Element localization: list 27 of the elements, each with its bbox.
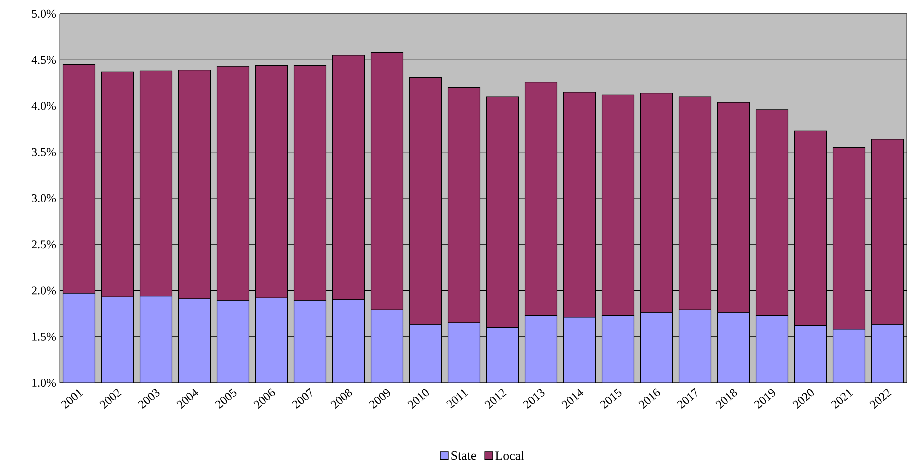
x-tick-label: 2010 xyxy=(408,389,430,410)
x-tick-label: 2013 xyxy=(523,389,545,410)
x-tick-label: 2020 xyxy=(792,389,814,410)
y-tick-label: 2.5% xyxy=(32,240,56,249)
x-tick-label: 2009 xyxy=(369,389,390,410)
x-tick-label: 2018 xyxy=(716,389,738,410)
x-tick-label: 2022 xyxy=(870,389,892,410)
y-tick-label: 1.0% xyxy=(32,378,56,388)
legend-label: State xyxy=(452,451,476,460)
x-tick-label: 2012 xyxy=(484,389,507,410)
y-tick-label: 2.0% xyxy=(32,286,56,295)
y-tick-label: 5.0% xyxy=(32,10,56,18)
y-tick-label: 3.5% xyxy=(32,148,56,156)
y-tick-label: 4.5% xyxy=(32,56,56,64)
x-tick-label: 2004 xyxy=(176,388,198,410)
x-tick-label: 2003 xyxy=(138,389,160,410)
x-tick-label: 2008 xyxy=(330,389,352,410)
x-tick-label: 2014 xyxy=(562,388,584,410)
legend-label: Local xyxy=(496,451,524,460)
y-tick-label: 3.0% xyxy=(32,194,56,203)
y-tick-label: 4.0% xyxy=(32,102,56,110)
x-tick-label: 2011 xyxy=(446,390,468,409)
x-tick-label: 2002 xyxy=(100,389,122,410)
x-tick-label: 2021 xyxy=(831,390,854,410)
x-tick-label: 2019 xyxy=(754,389,776,410)
y-tick-label: 1.5% xyxy=(32,332,56,341)
x-tick-label: 2001 xyxy=(61,390,84,410)
